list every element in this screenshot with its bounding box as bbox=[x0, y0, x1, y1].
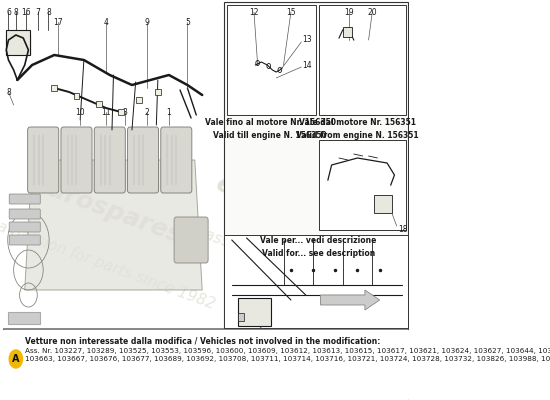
Bar bbox=[155, 89, 161, 95]
Bar bbox=[224, 235, 408, 328]
Text: Vale fino al motore Nr. 156350
Valid till engine N. 156350: Vale fino al motore Nr. 156350 Valid til… bbox=[205, 118, 336, 140]
Bar bbox=[136, 97, 142, 103]
Bar bbox=[74, 93, 79, 99]
Text: 7: 7 bbox=[262, 328, 267, 337]
Bar bbox=[96, 101, 102, 107]
Text: 19: 19 bbox=[344, 8, 354, 17]
FancyBboxPatch shape bbox=[61, 127, 92, 193]
Text: A: A bbox=[12, 354, 20, 364]
FancyBboxPatch shape bbox=[128, 127, 158, 193]
Bar bbox=[343, 27, 351, 37]
Text: 8: 8 bbox=[6, 88, 11, 97]
Text: 4: 4 bbox=[103, 18, 108, 27]
FancyBboxPatch shape bbox=[2, 329, 410, 400]
Text: 12: 12 bbox=[249, 8, 258, 17]
Text: 8: 8 bbox=[14, 8, 18, 17]
Circle shape bbox=[9, 350, 23, 368]
FancyBboxPatch shape bbox=[9, 209, 40, 219]
Text: eurospares: eurospares bbox=[212, 172, 370, 248]
Text: a passion for parts since 1982: a passion for parts since 1982 bbox=[180, 218, 402, 312]
Text: 9: 9 bbox=[144, 18, 149, 27]
Text: 2: 2 bbox=[144, 108, 149, 117]
Text: Vetture non interessate dalla modifica / Vehicles not involved in the modificati: Vetture non interessate dalla modifica /… bbox=[25, 337, 380, 346]
Bar bbox=[224, 2, 408, 330]
Text: 15: 15 bbox=[286, 8, 296, 17]
Bar bbox=[319, 5, 406, 115]
Text: 7: 7 bbox=[36, 8, 41, 17]
FancyBboxPatch shape bbox=[94, 127, 125, 193]
Text: eurospares: eurospares bbox=[28, 172, 184, 248]
Text: 20: 20 bbox=[367, 8, 377, 17]
Bar bbox=[51, 85, 57, 91]
Polygon shape bbox=[321, 290, 380, 310]
Bar bbox=[374, 195, 392, 213]
Bar bbox=[227, 5, 316, 115]
FancyBboxPatch shape bbox=[174, 217, 208, 263]
Text: 14: 14 bbox=[302, 60, 312, 70]
Text: 11: 11 bbox=[101, 108, 111, 117]
Bar bbox=[118, 109, 124, 115]
Bar bbox=[6, 30, 30, 55]
Text: 1: 1 bbox=[167, 108, 171, 117]
Text: 16: 16 bbox=[21, 8, 31, 17]
FancyBboxPatch shape bbox=[9, 235, 40, 245]
Text: 17: 17 bbox=[53, 18, 63, 27]
Text: 5: 5 bbox=[185, 18, 190, 27]
Polygon shape bbox=[25, 160, 202, 290]
Text: Vale dal motore Nr. 156351
Valid from engine N. 156351: Vale dal motore Nr. 156351 Valid from en… bbox=[296, 118, 419, 140]
Text: 18: 18 bbox=[398, 225, 408, 234]
FancyBboxPatch shape bbox=[161, 127, 192, 193]
Text: 3: 3 bbox=[122, 108, 127, 117]
FancyBboxPatch shape bbox=[9, 222, 40, 232]
Text: Vale per... vedi descrizione
Valid for... see description: Vale per... vedi descrizione Valid for..… bbox=[260, 236, 377, 258]
FancyBboxPatch shape bbox=[28, 127, 59, 193]
Bar bbox=[238, 313, 244, 321]
Text: 6: 6 bbox=[6, 8, 11, 17]
Text: a passion for parts since 1982: a passion for parts since 1982 bbox=[0, 218, 217, 312]
Text: 8: 8 bbox=[46, 8, 51, 17]
Text: Ass. Nr. 103227, 103289, 103525, 103553, 103596, 103600, 103609, 103612, 103613,: Ass. Nr. 103227, 103289, 103525, 103553,… bbox=[25, 348, 550, 362]
Bar bbox=[238, 298, 271, 326]
Bar bbox=[319, 140, 406, 230]
FancyBboxPatch shape bbox=[9, 194, 40, 204]
Text: 10: 10 bbox=[75, 108, 85, 117]
Bar bbox=[8, 312, 40, 324]
Text: 13: 13 bbox=[302, 36, 312, 44]
